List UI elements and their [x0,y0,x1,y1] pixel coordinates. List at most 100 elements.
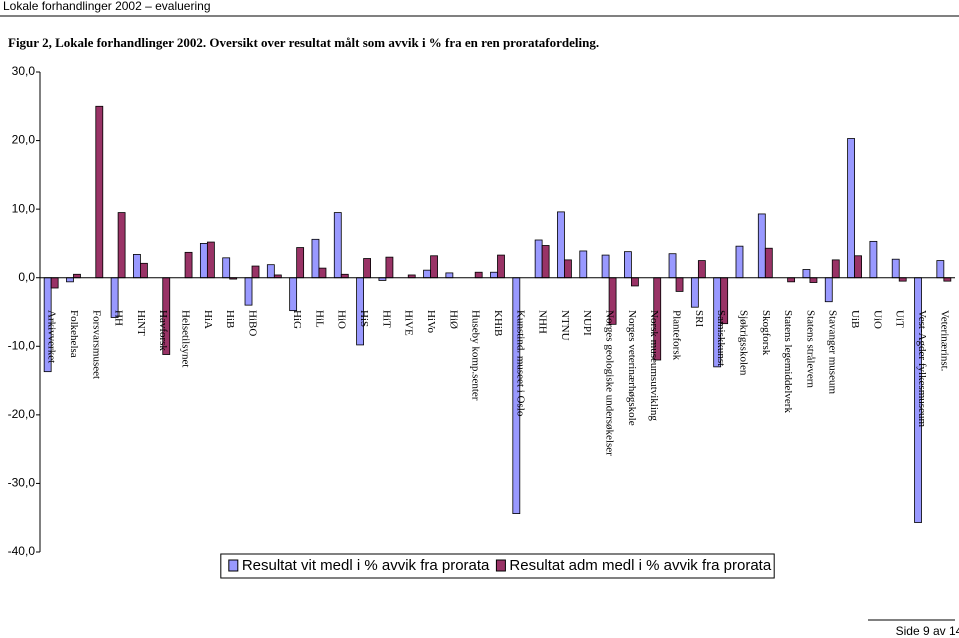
figure-caption: Figur 2, Lokale forhandlinger 2002. Over… [8,35,599,50]
x-tick-label: Norges veterinærhøgskole [626,310,638,426]
bar [66,277,74,283]
x-tick-label: Havforsk [157,310,169,351]
x-tick-label: Stavanger museum [827,310,839,394]
bar [541,245,550,279]
x-tick-label: Skogforsk [760,310,772,356]
x-tick-label: HiS [358,310,370,327]
x-tick-label: HiVE [403,310,415,336]
bar [697,260,706,279]
bar [735,245,744,279]
y-tick-label: -40,0 [8,544,36,558]
x-tick-label: NTNU [559,310,571,341]
x-tick-label: UiO [871,310,883,329]
bar [809,277,818,283]
x-tick-label: SRI [693,310,705,327]
x-tick-label: Planteforsk [671,310,683,361]
x-tick-label: HiVo [425,310,437,334]
bar [206,241,215,279]
bar [668,253,677,279]
legend-swatch [495,559,506,572]
bar [564,259,572,279]
bar [199,243,208,279]
bar [690,277,699,308]
bar [266,264,275,279]
x-tick-label: Veterinærinst. [938,310,950,372]
legend-label: Resultat vit medl i % avvik fra prorata [242,557,490,574]
bar [318,267,327,279]
x-tick-label: HiL [313,310,325,328]
legend-label: Resultat adm medl i % avvik fra prorata [509,557,771,574]
bar [50,277,59,289]
bar [675,277,684,292]
bar [95,105,104,279]
x-tick-label: Kunstind. museet i Oslo [514,310,526,417]
bar [423,269,431,279]
x-tick-label: Huseby komp.senter [470,310,482,401]
bar [73,273,81,279]
y-tick-label: 20,0 [12,133,36,147]
bar [222,257,231,279]
bar [787,277,796,283]
x-tick-label: HiO [336,310,348,329]
x-tick-label: Vest-Agder fylkesmuseum [916,310,928,427]
bar [140,262,148,279]
bar [534,239,543,279]
x-tick-label: Forsvarsmuseet [90,310,102,379]
bar [296,247,305,279]
x-tick-label: HiB [224,310,236,328]
bar [631,277,639,287]
x-tick-label: UiT [894,310,906,328]
x-tick-label: Norges geologiske undersøkelser [604,310,616,456]
bar [579,250,588,279]
x-tick-label: NHH [537,310,549,334]
bar [757,213,766,279]
bar [133,253,141,279]
bar [474,271,483,279]
page-footer: Side 9 av 14 [896,624,959,638]
bar [333,212,342,279]
bar [824,277,833,303]
x-tick-label: HiG [291,310,303,329]
bar [831,259,840,279]
bar [430,255,438,279]
x-tick-label: HiBO [246,310,258,336]
bar [363,258,371,279]
y-tick-label: -20,0 [8,407,36,421]
bar [624,251,632,279]
legend: Resultat vit medl i % avvik fra prorata R… [220,553,775,579]
y-tick-label: 0,0 [18,270,35,284]
bar [936,260,945,279]
bar [557,211,565,279]
x-tick-label: HiA [202,310,214,329]
bar [943,277,952,282]
bar [445,272,454,279]
bar [251,265,260,279]
x-tick-label: Samiskkunst [715,310,727,366]
x-tick-label: Arkivverket [46,310,58,363]
x-tick-label: NUPI [581,310,593,336]
bar [764,247,773,279]
bar [497,254,505,279]
bar [601,254,610,279]
bar [289,277,298,312]
x-tick-label: Sjøkrigsskolen [737,310,749,376]
y-tick-label: -30,0 [8,476,36,490]
bar [490,271,498,279]
bar [311,238,320,279]
x-tick-label: HiNT [135,310,147,336]
page-header: Lokale forhandlinger 2002 – evaluering [3,0,211,13]
bar [854,255,862,279]
x-tick-label: HH [113,310,125,326]
x-tick-label: Folkehelsa [68,310,80,358]
bar [385,256,394,279]
legend-swatch [228,559,239,572]
x-tick-label: HiT [380,310,392,328]
bar [340,273,349,279]
y-tick-label: 10,0 [12,201,36,215]
bar [117,212,126,279]
y-tick-label: 30,0 [12,64,36,78]
x-tick-label: HiØ [447,310,459,329]
x-tick-label: Statens strålevern [804,310,816,388]
bar [244,277,253,306]
